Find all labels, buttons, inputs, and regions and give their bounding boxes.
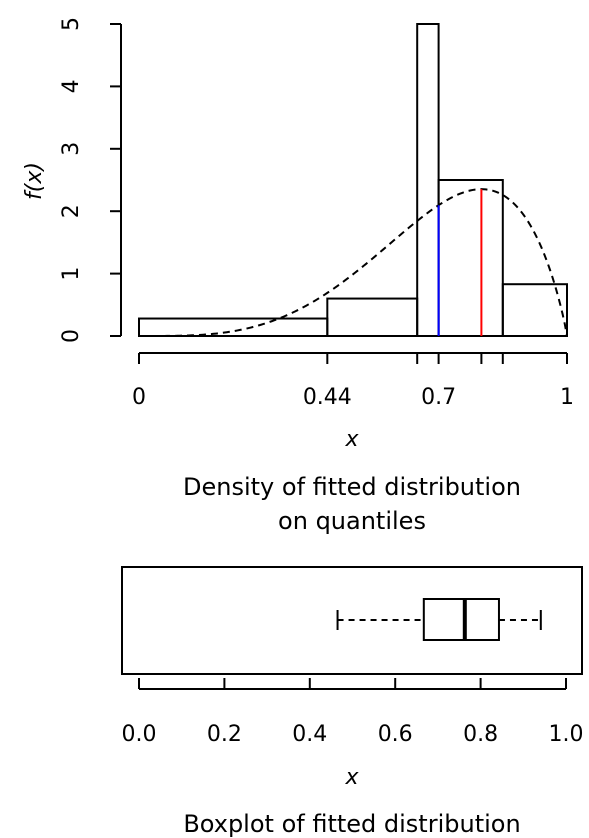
- boxplot-title: Boxplot of fitted distribution: [183, 810, 520, 838]
- histogram-y-tick-label: 4: [59, 79, 84, 93]
- histogram-title-line-1: Density of fitted distribution: [183, 473, 521, 501]
- histogram-title-line-2: on quantiles: [278, 507, 426, 535]
- boxplot-panel: 0.0 0.2 0.4 0.6 0.8 1.0 x Boxplot of fitted d…: [121, 566, 584, 838]
- histogram-y-label: f(x): [22, 162, 47, 200]
- histogram-bar: [138, 317, 329, 338]
- histogram-bar: [437, 179, 504, 337]
- boxplot-frame: [121, 566, 583, 675]
- histogram-x-tick-label: 1: [560, 385, 574, 410]
- boxplot-x-tick-label: 0.4: [292, 722, 327, 747]
- histogram-bar: [501, 283, 568, 338]
- histogram-bars: [138, 23, 568, 338]
- histogram-y-axis: 0 1 2 3 4 5: [59, 17, 122, 343]
- box: [422, 598, 500, 641]
- histogram-y-tick-label: 3: [59, 142, 84, 156]
- boxplot-x-tick-label: 0.6: [378, 722, 413, 747]
- histogram-x-tick-label: 0.44: [303, 385, 352, 410]
- histogram-y-tick-label: 5: [59, 17, 84, 31]
- histogram-x-tick-label: 0.7: [421, 385, 456, 410]
- density-curve: [139, 188, 568, 337]
- boxplot-x-tick-label: 0.0: [122, 722, 157, 747]
- boxplot-x-label: x: [344, 765, 359, 790]
- histogram-y-tick-label: 2: [59, 204, 84, 218]
- boxplot-x-tick-label: 0.2: [207, 722, 242, 747]
- histogram-y-tick-label: 1: [59, 267, 84, 281]
- histogram-bar: [416, 23, 440, 337]
- histogram-panel: 0 0.44 0.7 1 0 1 2 3 4 5 x f(x) Density of fitte…: [22, 17, 574, 535]
- boxplot-x-tick-label: 0.8: [463, 722, 498, 747]
- boxplot: [336, 598, 542, 641]
- histogram-y-tick-label: 0: [59, 329, 84, 343]
- boxplot-x-axis: 0.0 0.2 0.4 0.6 0.8 1.0: [122, 678, 584, 747]
- histogram-bar: [326, 297, 419, 337]
- histogram-x-axis: 0 0.44 0.7 1: [132, 352, 574, 410]
- histogram-x-tick-label: 0: [132, 385, 146, 410]
- histogram-x-label: x: [344, 427, 359, 452]
- vertical-lines: [437, 189, 483, 336]
- boxplot-x-tick-label: 1.0: [549, 722, 584, 747]
